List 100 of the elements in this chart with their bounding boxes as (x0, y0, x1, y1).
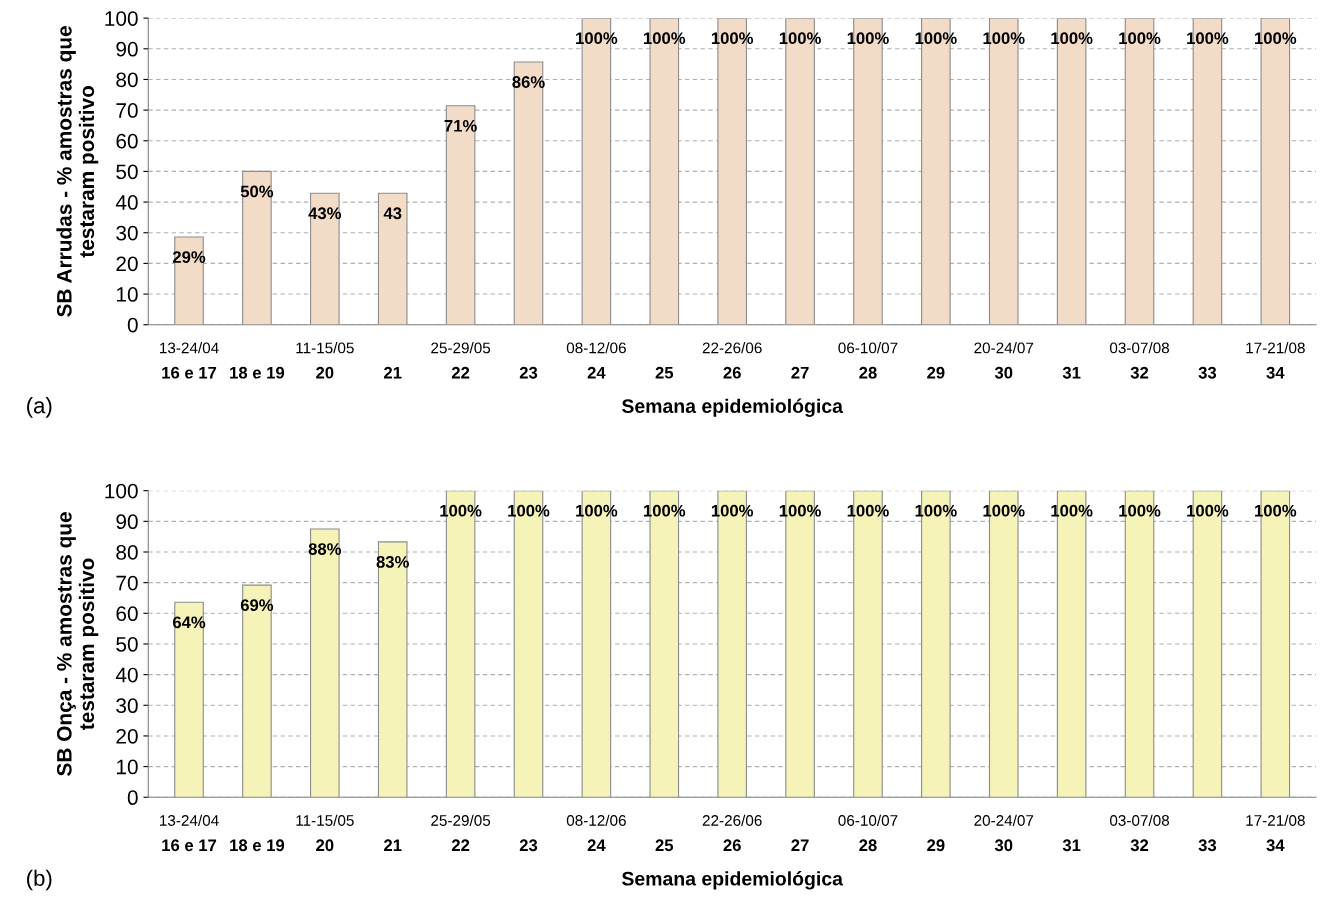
data-label: 100% (779, 32, 821, 45)
data-label: 100% (644, 32, 686, 45)
x-tick-label: 22 (451, 839, 470, 851)
data-label: 100% (440, 504, 482, 517)
data-label: 71% (444, 119, 477, 132)
data-label: 29% (172, 251, 206, 263)
y-tick-label: 10 (116, 759, 138, 775)
text: 17-21/08 (1246, 814, 1305, 826)
x-tick-label: 16 e 17 (162, 839, 217, 852)
text: 13-24/04 (160, 342, 219, 354)
bar (174, 236, 204, 325)
x-tick-label: 26 (723, 839, 741, 852)
data-label: 100% (1051, 32, 1093, 45)
data-label: 100% (779, 504, 821, 517)
bar (174, 601, 204, 798)
data-label: 100% (983, 32, 1025, 45)
y-tick-label: 60 (116, 606, 138, 622)
text: 20-24/07 (974, 342, 1034, 354)
x-axis-title: Semana epidemiológica (621, 871, 844, 890)
data-label: 100% (847, 504, 889, 517)
y-axis-title: SB Arrudas - % amostras que testaram positivo (56, 26, 99, 317)
x-tick-label: 31 (1062, 839, 1081, 852)
data-label: 100% (1051, 504, 1093, 517)
data-label: 100% (1187, 32, 1229, 45)
text: 03-07/08 (1109, 342, 1170, 354)
x-tick-label: 33 (1198, 839, 1217, 852)
y-tick-label: 80 (116, 545, 138, 560)
x-tick-label: 27 (791, 366, 809, 379)
y-tick-label: 100 (105, 483, 138, 499)
data-label: 100% (1119, 504, 1161, 517)
y-tick-label: 50 (116, 636, 138, 652)
x-tick-label: 21 (384, 366, 402, 379)
y-tick-label: 0 (127, 790, 138, 806)
data-label: 100% (576, 32, 618, 45)
data-label: 86% (512, 76, 545, 88)
x-tick-label: 30 (994, 366, 1013, 379)
bar (242, 170, 272, 325)
y-tick-label: 30 (116, 698, 138, 714)
data-label: 100% (983, 504, 1025, 517)
y-tick-label: 80 (116, 72, 138, 88)
y-tick-label: 90 (116, 514, 138, 530)
x-tick-label: 27 (791, 839, 809, 851)
y-tick-label: 90 (116, 41, 138, 57)
y-tick-label: 70 (116, 575, 138, 591)
y-tick-label: 20 (116, 256, 138, 272)
data-label: 100% (576, 504, 618, 517)
data-label: 43% (308, 207, 342, 220)
y-tick-label: 30 (116, 225, 138, 241)
data-label: 50% (240, 185, 274, 198)
x-tick-label: 16 e 17 (162, 366, 217, 379)
y-axis-title: SB Onça - % amostras que testaram positivo (56, 512, 99, 776)
data-label: 100% (915, 504, 957, 517)
x-tick-label: 24 (587, 839, 606, 851)
text: 08-12/06 (566, 342, 626, 354)
y-tick-label: 10 (116, 287, 138, 302)
text: (b) (27, 869, 52, 891)
data-label: 100% (847, 32, 889, 45)
y-tick-label: 70 (116, 103, 138, 118)
x-tick-label: 33 (1198, 366, 1217, 379)
text: 03-07/08 (1109, 814, 1170, 826)
x-tick-label: 18 e 19 (230, 366, 285, 379)
y-tick-label: 40 (115, 195, 138, 210)
x-tick-label: 32 (1130, 366, 1149, 379)
data-label: 69% (240, 599, 274, 612)
data-label: 100% (1255, 32, 1297, 45)
data-label: 64% (172, 616, 206, 629)
x-tick-label: 25 (655, 366, 674, 379)
x-tick-label: 30 (994, 839, 1013, 852)
y-tick-label: 50 (116, 164, 138, 180)
y-tick-label: 60 (116, 133, 138, 149)
bar (309, 528, 340, 798)
text: 25-29/05 (431, 814, 491, 826)
text: 11-15/05 (296, 814, 354, 826)
bar (309, 192, 340, 325)
y-tick-label: 100 (105, 11, 138, 26)
text: 22-26/06 (702, 342, 762, 354)
data-label: 100% (1119, 32, 1161, 45)
bar (377, 192, 408, 325)
text: (a) (27, 397, 52, 418)
text: 08-12/06 (566, 814, 626, 826)
x-tick-label: 23 (519, 366, 538, 379)
x-tick-label: 21 (384, 839, 402, 851)
x-tick-label: 32 (1130, 839, 1149, 852)
x-tick-label: 18 e 19 (230, 839, 285, 852)
text: 06-10/07 (838, 814, 898, 826)
y-tick-label: 20 (116, 728, 138, 744)
text: 06-10/07 (838, 342, 898, 354)
data-label: 100% (711, 504, 754, 517)
data-label: 100% (644, 504, 686, 517)
data-label: 83% (376, 556, 409, 568)
data-label: 100% (915, 32, 957, 45)
x-tick-label: 20 (316, 839, 334, 852)
x-tick-label: 26 (723, 366, 741, 379)
text: 13-24/04 (160, 814, 219, 826)
x-tick-label: 34 (1266, 366, 1285, 379)
data-label: 100% (508, 504, 550, 517)
data-label: 43 (383, 207, 402, 220)
x-axis-title: Semana epidemiológica (621, 398, 844, 417)
x-tick-label: 28 (859, 839, 877, 852)
bar (513, 61, 544, 325)
